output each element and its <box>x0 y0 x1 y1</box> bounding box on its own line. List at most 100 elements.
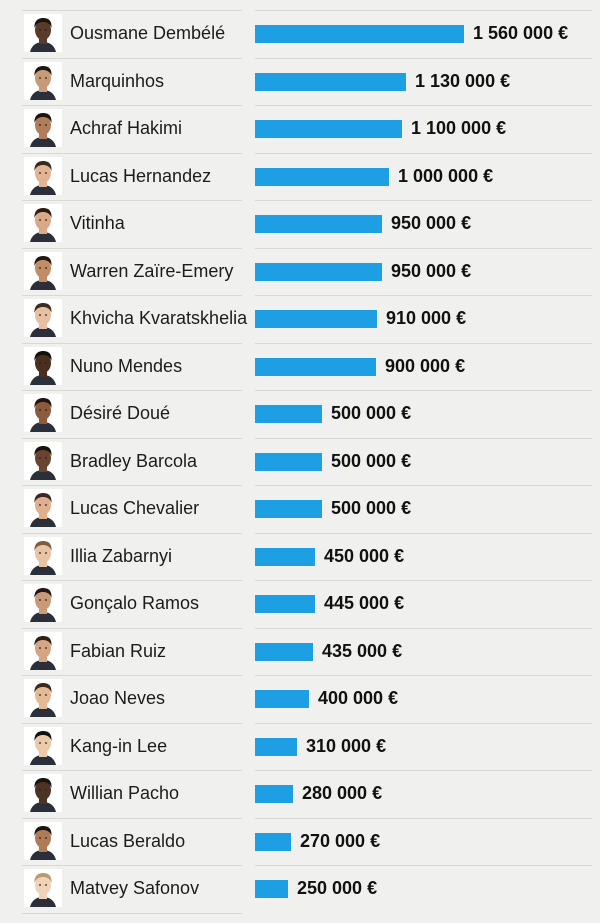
player-portrait-icon <box>24 156 62 195</box>
chart-row: Joao Neves 400 000 € <box>0 675 600 723</box>
chart-row: Ousmane Dembélé 1 560 000 € <box>0 10 600 58</box>
salary-value-label: 450 000 € <box>324 545 405 566</box>
row-divider <box>22 532 242 534</box>
salary-value-label: 445 000 € <box>324 593 405 613</box>
player-portrait-icon <box>24 299 62 337</box>
row-divider <box>22 817 242 819</box>
player-portrait-icon <box>24 631 62 670</box>
player-portrait-icon <box>24 204 62 242</box>
chart-row: Gonçalo Ramos 445 000 € <box>0 580 600 628</box>
player-name-label: Désiré Doué <box>70 403 171 423</box>
player-portrait-icon <box>24 346 62 385</box>
row-divider <box>22 342 242 344</box>
row-divider <box>22 200 242 201</box>
row-divider <box>22 437 242 439</box>
player-name-label: Achraf Hakimi <box>70 118 183 138</box>
player-portrait-icon <box>24 726 62 765</box>
chart-row: Lucas Beraldo 270 000 € <box>0 817 600 866</box>
player-name-label: Gonçalo Ramos <box>70 593 200 613</box>
player-name-label: Lucas Beraldo <box>70 830 186 851</box>
row-divider <box>255 865 592 866</box>
salary-bar <box>255 642 313 661</box>
row-divider <box>22 912 242 914</box>
salary-value-label: 1 560 000 € <box>473 23 569 43</box>
salary-bar <box>255 215 382 233</box>
player-portrait-icon <box>24 251 62 290</box>
chart-row: Kang-in Lee 310 000 € <box>0 722 600 771</box>
salary-value-label: 400 000 € <box>318 688 399 708</box>
row-divider <box>255 152 592 154</box>
chart-row: Nuno Mendes 900 000 € <box>0 342 600 391</box>
player-name-label: Lucas Hernandez <box>70 165 212 186</box>
player-name-label: Nuno Mendes <box>70 355 183 376</box>
salary-value-label: 280 000 € <box>302 783 383 803</box>
salary-value-label: 950 000 € <box>391 213 472 233</box>
salary-bar <box>255 832 291 851</box>
row-divider <box>22 722 242 724</box>
salary-value-label: 1 100 000 € <box>411 118 507 138</box>
player-portrait-icon <box>24 394 62 432</box>
salary-bar <box>255 452 322 471</box>
player-name-label: Willian Pacho <box>70 783 180 803</box>
row-divider <box>255 675 592 676</box>
player-name-label: Marquinhos <box>70 70 165 91</box>
row-divider <box>22 485 242 486</box>
row-divider <box>255 342 592 344</box>
chart-row: Fabian Ruiz 435 000 € <box>0 627 600 676</box>
row-divider <box>255 485 592 486</box>
chart-row: Warren Zaïre-Emery 950 000 € <box>0 247 600 296</box>
row-divider <box>22 105 242 106</box>
player-portrait-icon <box>24 536 62 575</box>
chart-row: Achraf Hakimi 1 100 000 € <box>0 105 600 153</box>
player-portrait-icon <box>24 774 62 812</box>
chart-row: Khvicha Kvaratskhelia 910 000 € <box>0 295 600 343</box>
row-divider <box>22 247 242 249</box>
player-portrait-icon <box>24 869 62 907</box>
salary-value-label: 500 000 € <box>331 403 412 423</box>
player-portrait-icon <box>24 584 62 622</box>
player-name-label: Illia Zabarnyi <box>70 545 173 566</box>
salary-bar <box>255 25 464 43</box>
chart-row: Vitinha 950 000 € <box>0 200 600 248</box>
salary-bar <box>255 737 297 756</box>
row-divider <box>255 627 592 629</box>
row-divider <box>255 390 592 391</box>
player-portrait-icon <box>24 109 62 147</box>
salary-bar <box>255 785 293 803</box>
row-divider <box>22 390 242 391</box>
player-name-label: Matvey Safonov <box>70 878 200 898</box>
player-portrait-icon <box>24 441 62 480</box>
salary-bar <box>255 405 322 423</box>
chart-row: Lucas Chevalier 500 000 € <box>0 485 600 533</box>
player-name-label: Warren Zaïre-Emery <box>70 260 234 281</box>
row-divider <box>255 437 592 439</box>
salary-value-label: 310 000 € <box>306 735 387 756</box>
salary-value-label: 950 000 € <box>391 260 472 281</box>
row-divider <box>255 770 592 771</box>
player-name-label: Fabian Ruiz <box>70 640 167 661</box>
chart-row: Lucas Hernandez 1 000 000 € <box>0 152 600 201</box>
player-name-label: Vitinha <box>70 213 125 233</box>
row-divider <box>255 580 592 581</box>
salary-value-label: 270 000 € <box>300 830 381 851</box>
player-name-label: Lucas Chevalier <box>70 498 200 518</box>
row-divider <box>22 10 242 11</box>
salary-bar <box>255 500 322 518</box>
salary-bar <box>255 547 315 566</box>
row-divider <box>255 247 592 249</box>
row-divider <box>22 865 242 866</box>
row-divider <box>22 770 242 771</box>
player-portrait-icon <box>24 14 62 52</box>
row-divider <box>255 10 592 11</box>
salary-bar <box>255 262 382 281</box>
row-divider <box>22 57 242 59</box>
salary-bar <box>255 357 376 376</box>
salary-value-label: 1 000 000 € <box>398 165 494 186</box>
player-portrait-icon <box>24 679 62 717</box>
salary-value-label: 500 000 € <box>331 450 412 471</box>
row-divider <box>255 722 592 724</box>
row-divider <box>22 580 242 581</box>
salary-value-label: 500 000 € <box>331 498 412 518</box>
row-divider <box>22 152 242 154</box>
